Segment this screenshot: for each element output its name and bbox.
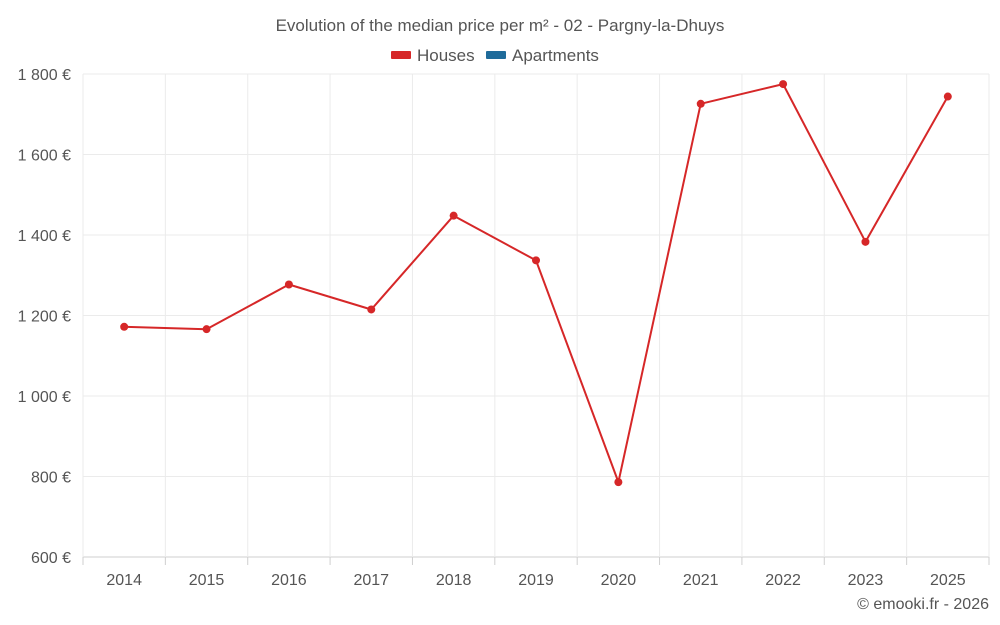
legend-label-houses: Houses — [417, 46, 475, 65]
x-tick-label: 2019 — [518, 572, 554, 589]
x-tick-label: 2022 — [765, 572, 801, 589]
data-point-houses[interactable] — [779, 80, 788, 89]
series-layer — [120, 80, 952, 487]
x-tick-label: 2015 — [189, 572, 225, 589]
x-axis-labels: 2014 2015 2016 2017 2018 2019 2020 2021 2022 2023… — [106, 572, 965, 589]
y-axis-labels: 600 € 800 € 1 000 € 1 200 € 1 400 € 1 600 € 1 … — [18, 67, 71, 567]
x-tick-label: 2016 — [271, 572, 307, 589]
data-point-houses[interactable] — [120, 322, 129, 331]
x-tick-label: 2021 — [683, 572, 719, 589]
x-tick-label: 2025 — [930, 572, 966, 589]
y-tick-label: 1 000 € — [18, 389, 71, 406]
data-point-houses[interactable] — [284, 280, 293, 289]
y-tick-label: 1 400 € — [18, 228, 71, 245]
x-tick-label: 2020 — [601, 572, 637, 589]
y-tick-label: 1 200 € — [18, 309, 71, 326]
legend-item-apartments[interactable]: Apartments — [486, 46, 599, 65]
legend-swatch-apartments — [486, 51, 506, 59]
x-tick-label: 2014 — [106, 572, 142, 589]
y-tick-label: 600 € — [31, 550, 71, 567]
data-point-houses[interactable] — [943, 92, 952, 101]
legend-swatch-houses — [391, 51, 411, 59]
data-point-houses[interactable] — [532, 256, 540, 265]
data-point-houses[interactable] — [696, 99, 705, 108]
legend[interactable]: Houses Apartments — [391, 46, 599, 65]
y-gridlines — [83, 73, 989, 558]
x-tick-label: 2023 — [848, 572, 884, 589]
x-tick-label: 2018 — [436, 572, 472, 589]
data-point-houses[interactable] — [202, 325, 211, 334]
credit-text: © emooki.fr - 2026 — [857, 596, 989, 613]
data-point-houses[interactable] — [614, 478, 623, 487]
data-point-houses[interactable] — [449, 211, 458, 220]
x-gridlines — [82, 74, 990, 565]
y-tick-label: 1 600 € — [18, 148, 71, 165]
chart-title: Evolution of the median price per m² - 0… — [276, 16, 725, 35]
legend-item-houses[interactable]: Houses — [391, 46, 475, 65]
legend-label-apartments: Apartments — [512, 46, 599, 65]
data-point-houses[interactable] — [367, 305, 376, 314]
y-tick-label: 1 800 € — [18, 67, 71, 84]
data-point-houses[interactable] — [861, 237, 870, 246]
y-tick-label: 800 € — [31, 470, 71, 487]
x-tick-label: 2017 — [353, 572, 389, 589]
